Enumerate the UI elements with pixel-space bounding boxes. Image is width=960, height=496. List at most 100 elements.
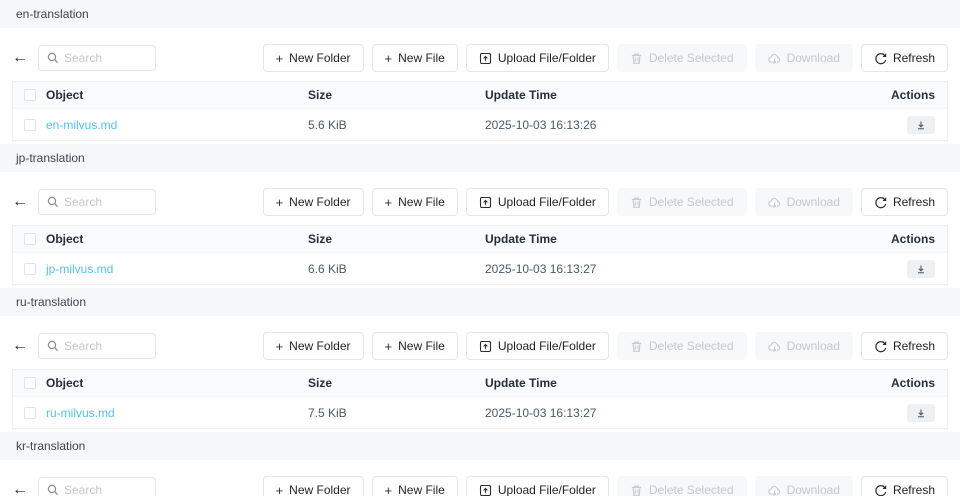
actions-cell [871,115,947,134]
update-time-cell: 2025-10-03 16:13:27 [485,261,597,276]
new-file-label: New File [398,195,445,209]
refresh-label: Refresh [892,483,935,496]
plus-icon: + [275,50,284,66]
refresh-icon [875,52,887,64]
row-download-button[interactable] [907,403,935,422]
upload-file-folder-button[interactable]: Upload File/Folder [465,476,609,496]
search-box[interactable] [38,333,156,359]
table-row: jp-milvus.md 6.6 KiB 2025-10-03 16:13:27 [13,252,947,284]
plus-icon: + [275,482,284,496]
row-checkbox-cell [13,118,46,131]
delete-selected-button[interactable]: Delete Selected [616,332,747,360]
download-label: Download [786,195,840,209]
back-button[interactable]: ← [12,482,38,496]
toolbar: ← + New Folder + New File [12,332,948,360]
upload-file-folder-button[interactable]: Upload File/Folder [465,332,609,360]
bucket-section: ru-translation ← + New Folder + New File [0,288,960,429]
new-folder-button[interactable]: + New Folder [262,476,364,496]
download-button[interactable]: Download [754,332,853,360]
row-checkbox[interactable] [23,118,36,131]
row-download-button[interactable] [907,259,935,278]
update-time-cell: 2025-10-03 16:13:27 [485,405,597,420]
delete-selected-label: Delete Selected [648,339,734,353]
file-link[interactable]: jp-milvus.md [46,261,114,276]
trash-icon [631,196,642,208]
row-checkbox[interactable] [23,406,36,419]
refresh-button[interactable]: Refresh [860,476,948,496]
upload-label: Upload File/Folder [497,339,596,353]
search-input[interactable] [64,483,147,496]
upload-file-folder-button[interactable]: Upload File/Folder [465,44,609,72]
refresh-button[interactable]: Refresh [860,332,948,360]
row-download-button[interactable] [907,115,935,134]
new-file-button[interactable]: + New File [371,476,458,496]
cloud-download-icon [767,53,780,64]
new-file-button[interactable]: + New File [371,188,458,216]
row-checkbox-cell [13,262,46,275]
new-file-button[interactable]: + New File [371,44,458,72]
actions-cell [871,403,947,422]
search-box[interactable] [38,477,156,496]
update-time-column-header: Update Time [485,232,557,246]
table-row: en-milvus.md 5.6 KiB 2025-10-03 16:13:26 [13,108,947,140]
select-all-checkbox[interactable] [23,377,36,389]
back-arrow-icon: ← [12,49,28,66]
plus-icon: + [275,194,284,210]
delete-selected-button[interactable]: Delete Selected [616,188,747,216]
new-file-button[interactable]: + New File [371,332,458,360]
object-table: Object Size Update Time Actions en-milvu… [12,81,948,141]
update-time-column-header: Update Time [485,376,557,390]
upload-file-folder-button[interactable]: Upload File/Folder [465,188,609,216]
download-button[interactable]: Download [754,476,853,496]
actions-column-header: Actions [890,376,935,390]
back-arrow-icon: ← [12,193,28,210]
actions-cell [871,259,947,278]
select-all-checkbox[interactable] [23,233,36,245]
size-column-header: Size [308,88,333,102]
toolbar: ← + New Folder + New File [12,476,948,496]
object-column-header: Object [46,376,84,390]
delete-selected-label: Delete Selected [648,483,734,496]
object-cell: ru-milvus.md [46,406,308,420]
upload-file-icon [479,52,491,64]
refresh-button[interactable]: Refresh [860,188,948,216]
back-button[interactable]: ← [12,338,38,354]
new-folder-button[interactable]: + New Folder [262,332,364,360]
new-folder-label: New Folder [289,195,351,209]
download-button[interactable]: Download [754,44,853,72]
search-input[interactable] [64,339,147,353]
row-checkbox[interactable] [23,262,36,275]
bucket-name: en-translation [16,7,89,21]
toolbar: ← + New Folder + New File [12,188,948,216]
search-input[interactable] [64,195,147,209]
delete-selected-button[interactable]: Delete Selected [616,476,747,496]
cloud-download-icon [767,485,780,496]
file-link[interactable]: en-milvus.md [46,117,118,132]
refresh-button[interactable]: Refresh [860,44,948,72]
new-folder-button[interactable]: + New Folder [262,44,364,72]
refresh-icon [875,484,887,496]
select-all-checkbox[interactable] [23,89,36,101]
download-button[interactable]: Download [754,188,853,216]
delete-selected-label: Delete Selected [648,195,734,209]
bucket-header: en-translation [0,0,960,28]
search-input[interactable] [64,51,147,65]
search-icon [47,196,59,208]
trash-icon [631,484,642,496]
search-box[interactable] [38,189,156,215]
upload-label: Upload File/Folder [497,195,596,209]
delete-selected-button[interactable]: Delete Selected [616,44,747,72]
refresh-label: Refresh [892,51,935,65]
refresh-label: Refresh [892,195,935,209]
download-label: Download [786,51,840,65]
back-button[interactable]: ← [12,50,38,66]
size-column-header: Size [308,232,333,246]
file-link[interactable]: ru-milvus.md [46,405,115,420]
back-button[interactable]: ← [12,194,38,210]
search-box[interactable] [38,45,156,71]
table-row: ru-milvus.md 7.5 KiB 2025-10-03 16:13:27 [13,396,947,428]
refresh-icon [875,196,887,208]
new-folder-button[interactable]: + New Folder [262,188,364,216]
new-file-label: New File [398,483,445,496]
